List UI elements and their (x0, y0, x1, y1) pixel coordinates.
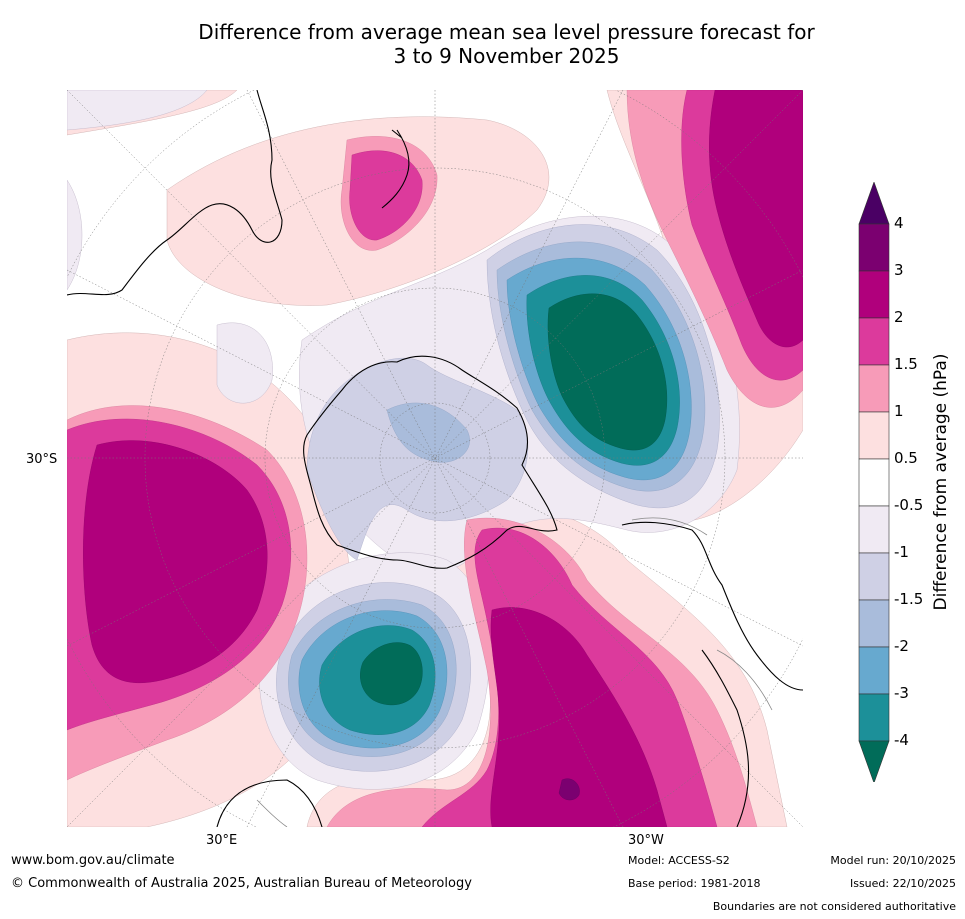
colorbar-bin (858, 270, 890, 319)
title-line-1: Difference from average mean sea level p… (198, 20, 815, 44)
coastlines (67, 90, 803, 827)
chart-title: Difference from average mean sea level p… (0, 20, 965, 68)
lon-label-30w: 30°W (628, 833, 664, 848)
coast-antarctica (303, 355, 558, 569)
colorbar-tick-label: 2 (894, 308, 904, 326)
pressure-anomaly-map (67, 90, 803, 827)
colorbar-bin (858, 693, 890, 742)
footer-website: www.bom.gov.au/climate (11, 853, 175, 868)
colorbar-bin (858, 505, 890, 554)
colorbar-tick-label: -0.5 (894, 496, 924, 514)
footer-model: Model: ACCESS-S2 (628, 854, 730, 867)
colorbar-tick-label: -1 (894, 543, 909, 561)
colorbar-tick-label: 1 (894, 402, 904, 420)
coast-secondary (256, 517, 773, 827)
colorbar-bin (858, 458, 890, 507)
footer-copyright: © Commonwealth of Australia 2025, Austra… (11, 876, 472, 891)
colorbar-tick-label: -4 (894, 731, 909, 749)
colorbar-bin (858, 364, 890, 413)
colorbar-tick-label: 0.5 (894, 449, 918, 467)
negative-anomaly-4 (360, 293, 668, 706)
colorbar-bin (858, 317, 890, 366)
lon-label-30e: 30°E (206, 833, 238, 848)
coast-south-america (621, 521, 803, 691)
colorbar (858, 182, 890, 782)
graticule (67, 90, 803, 827)
colorbar-tick-label: -3 (894, 684, 909, 702)
coast-new-zealand (381, 129, 410, 209)
colorbar-bin (858, 182, 890, 225)
coast-south-america-2 (701, 649, 750, 827)
colorbar-tick-label: -1.5 (894, 590, 924, 608)
colorbar-title: Difference from average (hPa) (931, 353, 951, 611)
colorbar-bin (858, 740, 890, 782)
positive-anomaly-3 (558, 778, 580, 801)
colorbar-tick-label: 1.5 (894, 355, 918, 373)
footer-issued: Issued: 22/10/2025 (849, 877, 956, 890)
colorbar-bins (858, 182, 890, 782)
lat-label-30s: 30°S (26, 452, 58, 467)
coast-australia (67, 90, 283, 296)
colorbar-bin (858, 552, 890, 601)
title-line-2: 3 to 9 November 2025 (393, 44, 620, 68)
coast-africa (216, 779, 323, 827)
colorbar-tick-label: -2 (894, 637, 909, 655)
colorbar-tick-label: 3 (894, 261, 904, 279)
footer-disclaimer: Boundaries are not considered authoritat… (712, 900, 956, 913)
map-svg (67, 90, 803, 827)
colorbar-tick-label: 4 (894, 214, 904, 232)
positive-anomaly-2 (83, 90, 803, 827)
footer-model-run: Model run: 20/10/2025 (830, 854, 956, 867)
footer-base-period: Base period: 1981-2018 (628, 877, 761, 890)
colorbar-bin (858, 646, 890, 695)
colorbar-bin (858, 411, 890, 460)
colorbar-bin (858, 223, 890, 272)
colorbar-bin (858, 599, 890, 648)
